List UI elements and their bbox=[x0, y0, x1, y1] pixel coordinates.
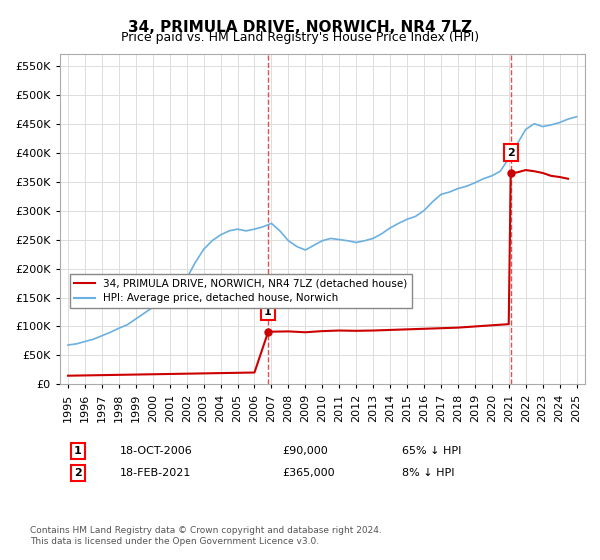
Text: 65% ↓ HPI: 65% ↓ HPI bbox=[402, 446, 461, 456]
Legend: 34, PRIMULA DRIVE, NORWICH, NR4 7LZ (detached house), HPI: Average price, detach: 34, PRIMULA DRIVE, NORWICH, NR4 7LZ (det… bbox=[70, 274, 412, 307]
Text: 18-FEB-2021: 18-FEB-2021 bbox=[120, 468, 191, 478]
Text: 18-OCT-2006: 18-OCT-2006 bbox=[120, 446, 193, 456]
Text: 2: 2 bbox=[74, 468, 82, 478]
Text: 2: 2 bbox=[507, 148, 515, 158]
Text: 1: 1 bbox=[74, 446, 82, 456]
Text: 34, PRIMULA DRIVE, NORWICH, NR4 7LZ: 34, PRIMULA DRIVE, NORWICH, NR4 7LZ bbox=[128, 20, 472, 35]
Text: Price paid vs. HM Land Registry's House Price Index (HPI): Price paid vs. HM Land Registry's House … bbox=[121, 31, 479, 44]
Text: 1: 1 bbox=[264, 307, 272, 317]
Text: £90,000: £90,000 bbox=[282, 446, 328, 456]
Text: 8% ↓ HPI: 8% ↓ HPI bbox=[402, 468, 455, 478]
Text: £365,000: £365,000 bbox=[282, 468, 335, 478]
Text: Contains HM Land Registry data © Crown copyright and database right 2024.
This d: Contains HM Land Registry data © Crown c… bbox=[30, 526, 382, 546]
